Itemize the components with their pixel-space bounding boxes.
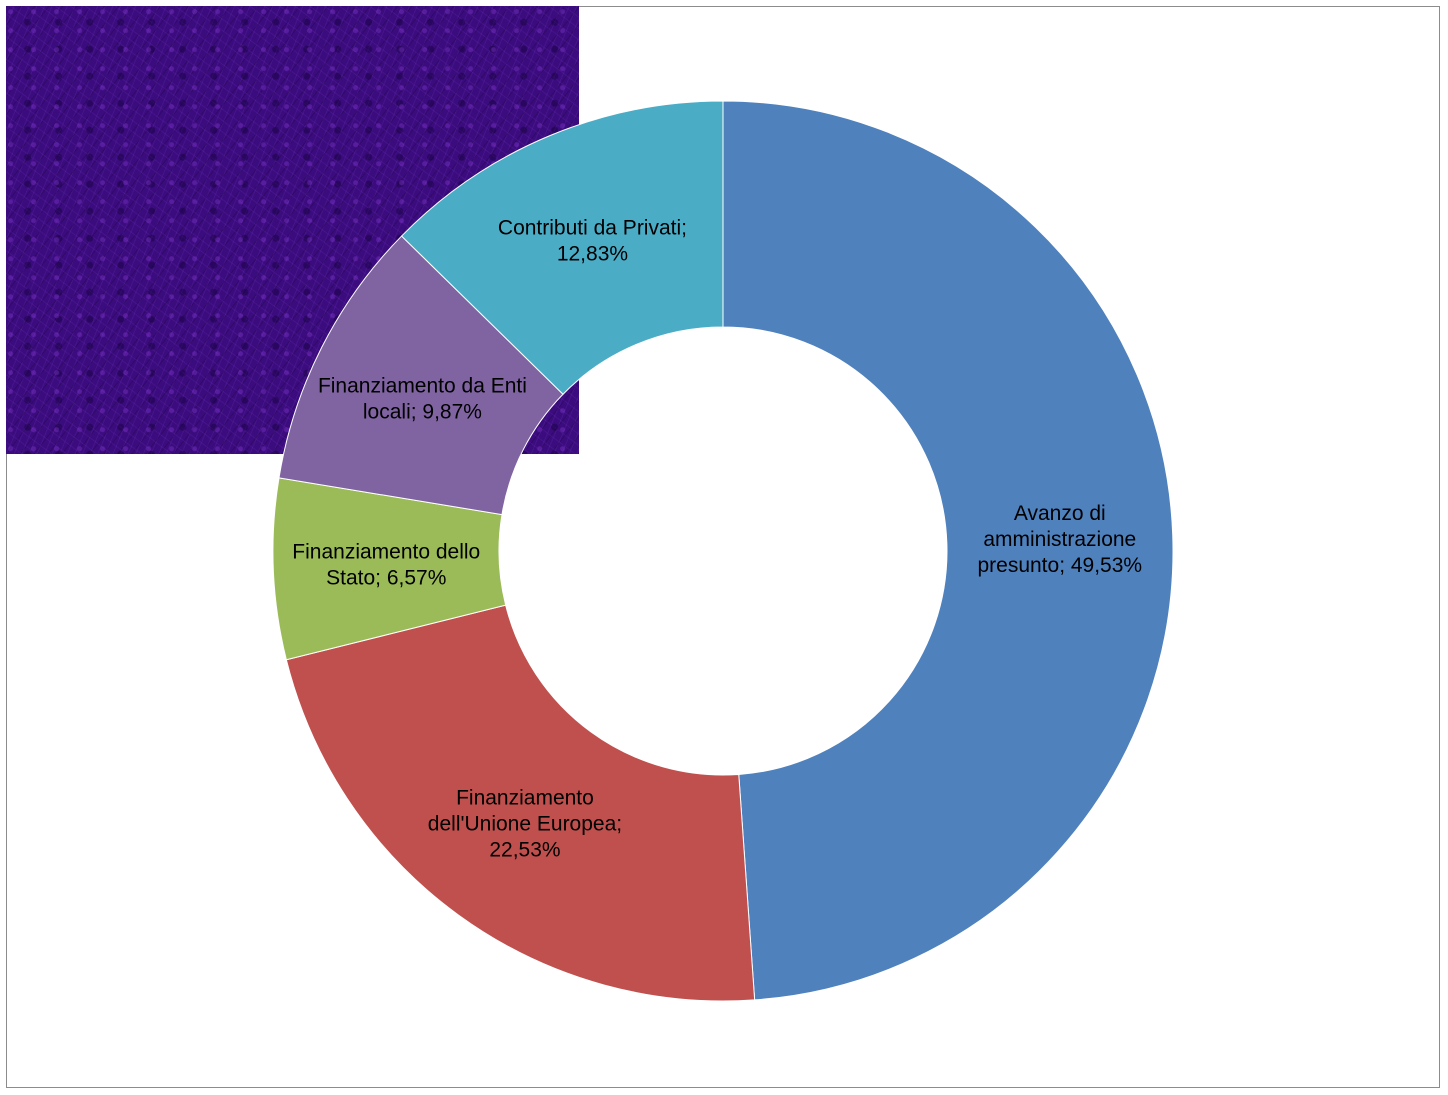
donut-slice-4 — [400, 100, 724, 395]
slice-label-line: Finanziamento — [456, 787, 594, 810]
donut-slice-1 — [285, 604, 756, 1002]
slice-label-0: Avanzo di amministrazione presunto; 49,53% — [977, 502, 1142, 577]
donut-slice-3 — [278, 235, 564, 516]
slice-label-line: Finanziamento dello — [292, 541, 480, 564]
slice-label-line: Finanziamento da Enti — [318, 375, 527, 398]
slice-label-line: dell'Unione Europea; — [428, 813, 622, 836]
slice-labels: Avanzo di amministrazione presunto; 49,53%… — [292, 216, 1142, 861]
slice-label-line: Contributi da Privati; — [498, 216, 687, 239]
slice-label-line: amministrazione — [983, 528, 1136, 551]
donut-slice-0 — [722, 100, 1174, 1001]
slice-label-line: locali; 9,87% — [363, 401, 482, 424]
slice-label-4: Contributi da Privati; 12,83% — [498, 216, 687, 265]
slice-label-line: Avanzo di — [1014, 502, 1106, 525]
slice-label-line: presunto; 49,53% — [977, 554, 1142, 577]
slice-label-line: 12,83% — [557, 242, 628, 265]
donut-slices — [272, 100, 1174, 1002]
slice-label-2: Finanziamento dello Stato; 6,57% — [292, 541, 480, 590]
slice-label-3: Finanziamento da Enti locali; 9,87% — [318, 375, 527, 424]
slice-label-line: 22,53% — [489, 839, 560, 862]
slice-label-line: Stato; 6,57% — [326, 567, 446, 590]
slice-label-1: Finanziamento dell'Unione Europea; 22,53% — [428, 787, 622, 862]
